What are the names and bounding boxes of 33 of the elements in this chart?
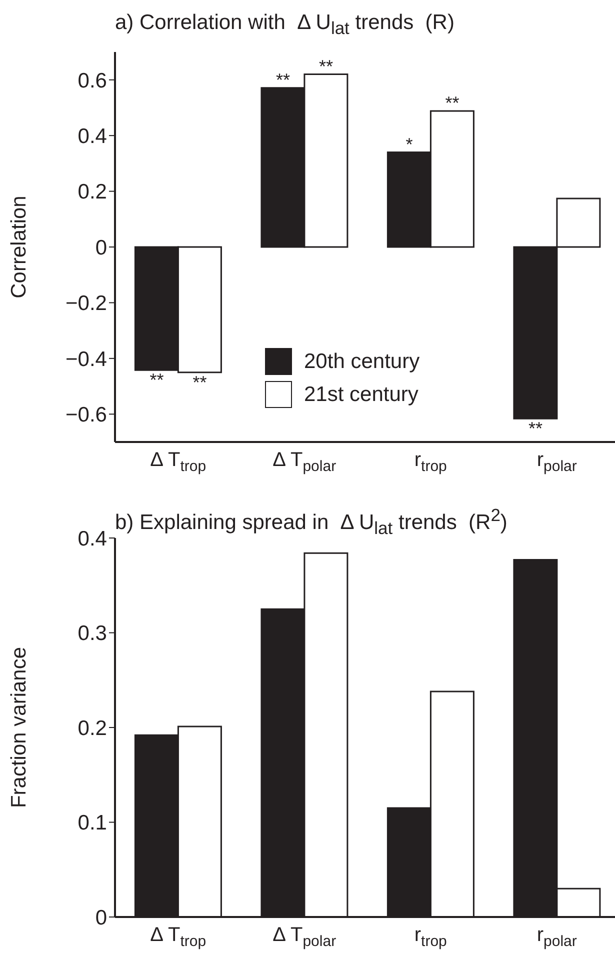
y-tick-label: −0.6	[66, 404, 107, 427]
y-axis-title: Correlation	[7, 196, 30, 298]
y-tick-label: 0.4	[78, 527, 108, 550]
y-tick-label: 0	[95, 906, 107, 930]
y-tick-label: 0.1	[78, 812, 107, 835]
chart-title: b) Explaining spread in Δ U$_{lat}$ trends (R$^{2}$)	[115, 504, 508, 538]
legend-label: 20th century	[304, 350, 420, 374]
y-tick-label: 0.2	[78, 180, 107, 204]
y-tick-label: 0.3	[78, 622, 107, 646]
x-tick-label: r$_{trop}$	[414, 449, 447, 476]
x-tick-label: r$_{polar}$	[536, 924, 577, 950]
y-tick-label: 0	[95, 236, 107, 260]
x-tick-label: r$_{polar}$	[536, 449, 577, 476]
y-tick-label: −0.4	[66, 348, 108, 371]
chart-title: a) Correlation with Δ U$_{lat}$ trends (R)	[115, 10, 456, 40]
y-axis-title: Fraction variance	[7, 646, 30, 808]
x-tick-label: Δ T$_{polar}$	[272, 449, 336, 476]
legend-label: 21st century	[304, 382, 418, 406]
y-tick-label: 0.4	[78, 125, 108, 148]
y-tick-label: 0.2	[78, 716, 107, 740]
annotation: *	[406, 134, 413, 154]
x-tick-label: Δ T$_{trop}$	[150, 449, 206, 476]
annotation: **	[150, 370, 164, 390]
y-tick-label: −0.2	[66, 292, 107, 316]
annotation: **	[276, 70, 290, 90]
annotation: **	[192, 372, 207, 392]
annotation: **	[445, 93, 460, 114]
annotation: **	[318, 56, 333, 76]
x-tick-label: r$_{trop}$	[414, 924, 447, 950]
y-tick-label: 0.6	[78, 69, 107, 92]
x-tick-label: Δ T$_{polar}$	[272, 924, 336, 950]
annotation: **	[528, 418, 542, 439]
x-tick-label: Δ T$_{trop}$	[150, 924, 206, 950]
